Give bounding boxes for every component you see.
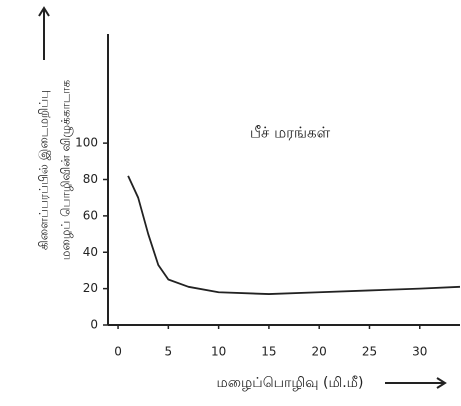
x-tick-label: 0: [114, 345, 122, 359]
x-tick-label: 30: [412, 345, 427, 359]
y-tick-label: 60: [83, 208, 98, 222]
y-label-arrow-head: [38, 6, 50, 17]
x-label-arrow-head: [436, 377, 447, 389]
y-tick-label: 40: [83, 245, 98, 259]
chart-title: பீச் மரங்கள்: [250, 124, 331, 142]
y-tick-label: 80: [83, 172, 98, 186]
x-tick-label: 20: [312, 345, 327, 359]
x-axis-label: மழைப்பொழிவு (மி.மீ): [217, 375, 364, 391]
y-tick-label: 100: [75, 136, 98, 150]
x-tick-label: 5: [165, 345, 173, 359]
y-tick-label: 0: [90, 318, 98, 332]
y-axis-label: கிளைப்பரப்பில் இடைமறிப்பு: [37, 90, 52, 250]
x-tick-label: 10: [211, 345, 226, 359]
y-tick-label: 20: [83, 281, 98, 295]
x-tick-label: 25: [362, 345, 377, 359]
y-axis-label: மழைப் பொழிவின் விழுக்காடாக: [59, 79, 74, 260]
data-line: [127, 175, 461, 295]
x-tick-label: 15: [261, 345, 276, 359]
